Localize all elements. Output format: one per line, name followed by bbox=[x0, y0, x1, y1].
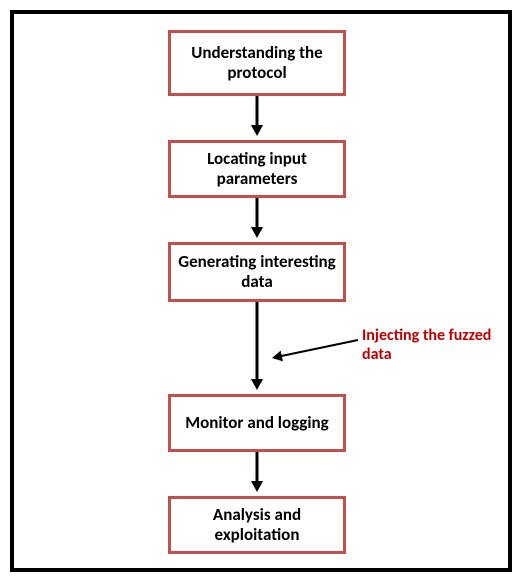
flow-node-analysis: Analysis and exploitation bbox=[168, 496, 346, 554]
annotation-label: Injecting the fuzzed data bbox=[362, 326, 491, 364]
flow-node-label: Understanding the protocol bbox=[177, 43, 337, 84]
flow-node-monitor: Monitor and logging bbox=[168, 394, 346, 452]
flow-node-understanding: Understanding the protocol bbox=[168, 30, 346, 96]
flow-node-locating: Locating input parameters bbox=[168, 140, 346, 198]
flow-node-label: Generating interesting data bbox=[177, 252, 337, 293]
flow-node-label: Analysis and exploitation bbox=[177, 505, 337, 546]
flow-node-label: Locating input parameters bbox=[177, 149, 337, 190]
annotation-injecting: Injecting the fuzzed data bbox=[362, 326, 512, 364]
flow-node-label: Monitor and logging bbox=[185, 413, 328, 433]
flow-node-generating: Generating interesting data bbox=[168, 242, 346, 302]
